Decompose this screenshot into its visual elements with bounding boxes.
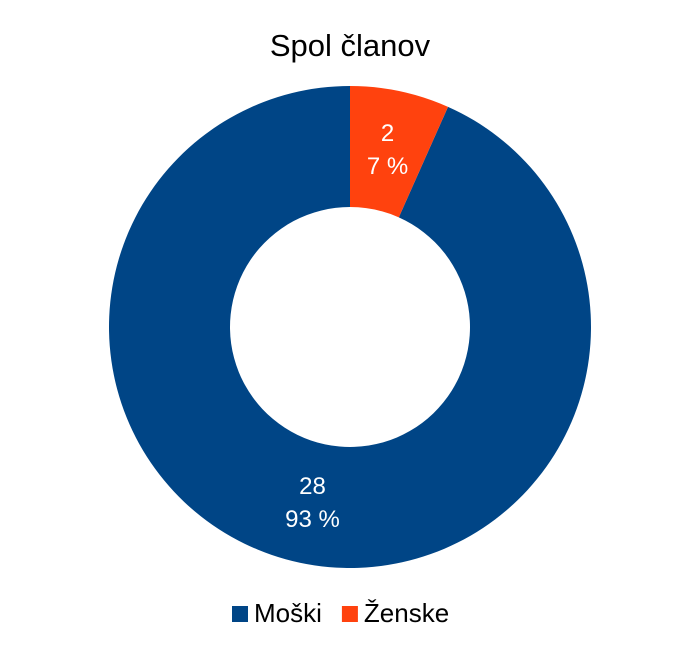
legend-swatch — [341, 606, 358, 622]
legend-label: Ženske — [364, 598, 449, 628]
percent-label: 7 % — [367, 153, 408, 180]
donut-slice — [109, 86, 591, 568]
legend-label: Moški — [254, 598, 322, 628]
value-label: 28 — [299, 473, 326, 500]
donut-slice — [350, 86, 449, 218]
percent-label: 93 % — [285, 506, 340, 533]
chart-title: Spol članov — [270, 28, 431, 63]
legend-swatch — [232, 606, 248, 622]
value-label: 2 — [381, 120, 394, 147]
